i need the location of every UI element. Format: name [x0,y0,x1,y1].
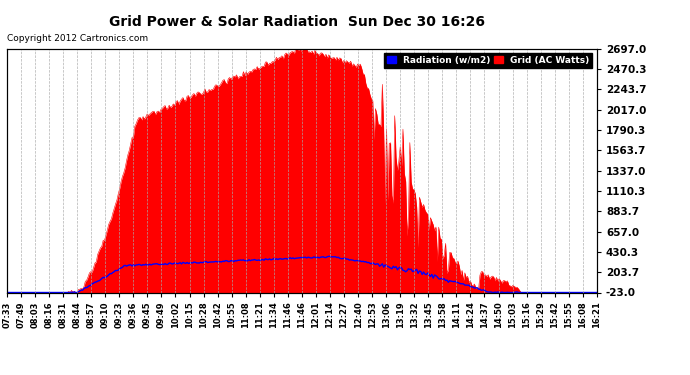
Text: Grid Power & Solar Radiation  Sun Dec 30 16:26: Grid Power & Solar Radiation Sun Dec 30 … [109,15,484,29]
Text: Copyright 2012 Cartronics.com: Copyright 2012 Cartronics.com [7,34,148,43]
Legend: Radiation (w/m2), Grid (AC Watts): Radiation (w/m2), Grid (AC Watts) [384,53,592,68]
